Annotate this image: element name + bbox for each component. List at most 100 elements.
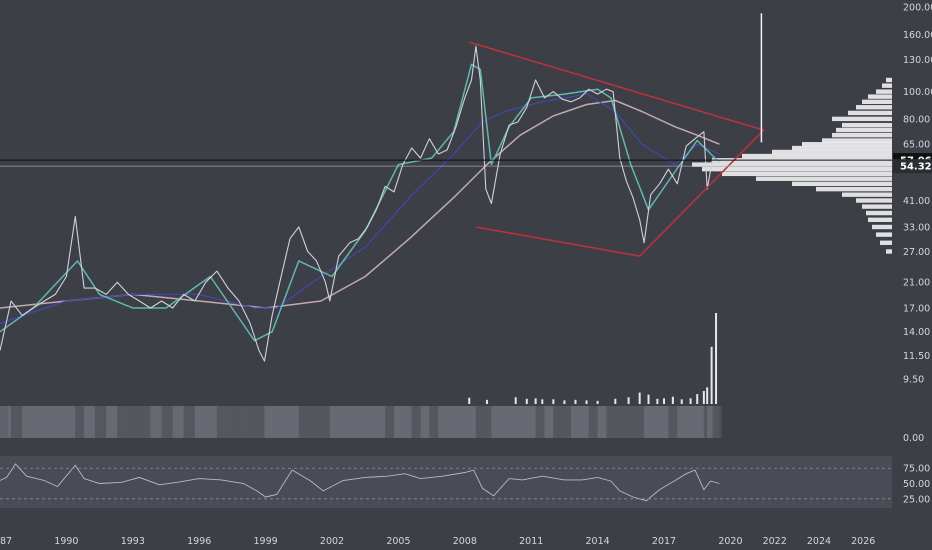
volume-bar [596, 400, 599, 404]
trend-strip-segment [216, 406, 228, 438]
volume-profile-bar [702, 166, 892, 172]
volume-bar [696, 394, 699, 404]
trend-strip-segment [358, 406, 368, 438]
price-badges: 57.0654.32 [893, 153, 932, 174]
y-tick-label: 200.00 [903, 3, 932, 14]
trend-strip-segment [535, 406, 545, 438]
rsi-tick-label: 25.00 [903, 494, 930, 505]
trend-strip-segment [22, 406, 34, 438]
trend-strip-segment [298, 406, 308, 438]
x-tick-label: 2020 [718, 536, 742, 547]
volume-profile-bar [856, 198, 892, 203]
volume-profile-bar [836, 127, 892, 133]
volume-profile-bar [856, 105, 892, 110]
trend-strip-segment [613, 406, 620, 438]
x-tick-label: 1990 [54, 536, 78, 547]
rsi-panel [0, 456, 892, 508]
volume-profile-bar [832, 116, 892, 122]
trend-strip-segment [455, 406, 465, 438]
trend-strip-segment [659, 406, 669, 438]
y-tick-label: 14.00 [903, 327, 930, 338]
volume-profile-bar [692, 162, 892, 167]
trend-strip-segment [393, 406, 403, 438]
y-tick-label: 11.50 [903, 351, 930, 362]
trend-strip-segment [33, 406, 45, 438]
volume-bar [525, 398, 528, 404]
volume-bar [534, 398, 537, 404]
series-line-rsi [0, 463, 720, 502]
volume-profile-bar [792, 145, 892, 151]
rsi-axis: 75.00 50.00 25.00 [903, 464, 930, 506]
volume-profile-bar [868, 94, 892, 99]
y-tick-label: 130.00 [903, 55, 932, 66]
trend-strip-segment [250, 406, 259, 438]
x-tick-label: 2011 [519, 536, 543, 547]
y-tick-label: 21.00 [903, 278, 930, 289]
volume-bars [468, 313, 718, 404]
x-tick-label: 1993 [121, 536, 145, 547]
x-tick-label: 2005 [386, 536, 410, 547]
volume-bar [468, 397, 471, 404]
volume-profile-bar [842, 192, 892, 197]
trend-strip-segment [316, 406, 326, 438]
trend-strip-segment [562, 406, 572, 438]
x-tick-label: 2014 [586, 536, 610, 547]
volume-bar [715, 313, 718, 404]
volume-bar [627, 397, 630, 404]
trend-strip-segment [172, 406, 184, 438]
trend-strip-segment [150, 406, 162, 438]
trend-strip-segment [75, 406, 85, 438]
trend-strip-segment [325, 406, 330, 438]
x-tick-label: 1999 [254, 536, 278, 547]
trend-strip-segment [606, 406, 614, 438]
trend-strip-segment [707, 406, 713, 438]
volume-bar [574, 399, 577, 404]
trend-strip-segment [44, 406, 56, 438]
trend-strip-segment [571, 406, 580, 438]
volume-bar [706, 387, 709, 404]
trend-strip-segment [128, 406, 140, 438]
trend-strip-segment [491, 406, 501, 438]
trend-strip-segment [686, 406, 696, 438]
volume-profile-bar [862, 99, 892, 105]
trend-strip-segment [639, 406, 645, 438]
series-line-ma_fast [0, 63, 720, 342]
volume-profile-bar [842, 122, 892, 128]
trend-strip-segment [95, 406, 107, 438]
trend-strip-segment [526, 406, 536, 438]
trend-strip-segment [619, 406, 627, 438]
trend-strip-segment [517, 406, 527, 438]
trend-strip-segment [281, 406, 290, 438]
previous-price-label: 54.32 [900, 162, 932, 173]
trend-strip-segment [544, 406, 554, 438]
y-tick-label: 33.00 [903, 222, 930, 233]
trend-strip-segment [420, 406, 430, 438]
volume-profile-bar [832, 132, 892, 138]
trend-strip-segment [194, 406, 206, 438]
volume-profile-bar [882, 83, 892, 88]
trend-strip-segment [139, 406, 151, 438]
trend-strip-segment [633, 406, 640, 438]
volume-bar [680, 399, 683, 404]
x-tick-label: 1987 [0, 536, 12, 547]
y-tick-label: 160.00 [903, 30, 932, 41]
trend-strip-segment [376, 406, 386, 438]
volume-profile-bar [792, 181, 892, 187]
trend-strip-segment [429, 406, 439, 438]
y-axis: 200.00 160.00 130.00 100.00 80.00 65.00 41.00 3… [903, 3, 932, 444]
volume-bar [514, 397, 517, 404]
volume-profile-bar [872, 224, 892, 230]
wedge-outline [468, 41, 766, 257]
volume-bar [563, 400, 566, 404]
trend-strip-segment [438, 406, 448, 438]
trend-strip-segment [239, 406, 251, 438]
price-levels [0, 159, 892, 500]
y-tick-label: 100.00 [903, 87, 932, 98]
trend-strip-segment [183, 406, 195, 438]
y-tick-label: 9.50 [903, 375, 924, 386]
trend-strip-segment [66, 406, 76, 438]
volume-bar [485, 399, 488, 404]
volume-profile-bar [886, 77, 892, 83]
trend-strip-segment [553, 406, 563, 438]
